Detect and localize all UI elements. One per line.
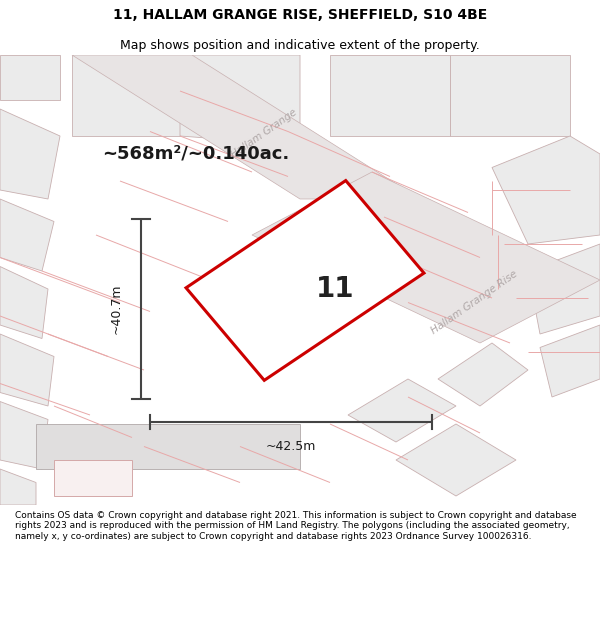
- Polygon shape: [0, 109, 60, 199]
- Polygon shape: [252, 172, 600, 343]
- Polygon shape: [72, 55, 180, 136]
- Polygon shape: [492, 136, 600, 244]
- Polygon shape: [438, 343, 528, 406]
- Text: ~40.7m: ~40.7m: [110, 284, 123, 334]
- Polygon shape: [540, 325, 600, 397]
- Polygon shape: [0, 199, 54, 271]
- Polygon shape: [186, 181, 424, 381]
- Polygon shape: [348, 379, 456, 442]
- Polygon shape: [396, 424, 516, 496]
- Polygon shape: [528, 244, 600, 334]
- Text: Map shows position and indicative extent of the property.: Map shows position and indicative extent…: [120, 39, 480, 51]
- Text: ~42.5m: ~42.5m: [266, 440, 316, 452]
- Polygon shape: [180, 55, 300, 145]
- Polygon shape: [72, 55, 420, 199]
- Text: Contains OS data © Crown copyright and database right 2021. This information is : Contains OS data © Crown copyright and d…: [15, 511, 577, 541]
- Polygon shape: [0, 401, 48, 469]
- Polygon shape: [36, 424, 300, 469]
- Text: 11: 11: [316, 276, 354, 304]
- Text: 11, HALLAM GRANGE RISE, SHEFFIELD, S10 4BE: 11, HALLAM GRANGE RISE, SHEFFIELD, S10 4…: [113, 8, 487, 22]
- Text: Hallam Grange Rise: Hallam Grange Rise: [429, 269, 519, 336]
- Polygon shape: [54, 460, 132, 496]
- Polygon shape: [450, 55, 570, 136]
- Polygon shape: [0, 334, 54, 406]
- Polygon shape: [0, 55, 60, 100]
- Polygon shape: [0, 266, 48, 339]
- Polygon shape: [330, 55, 450, 136]
- Text: Hallam Grange: Hallam Grange: [229, 107, 299, 160]
- Text: ~568m²/~0.140ac.: ~568m²/~0.140ac.: [102, 145, 289, 163]
- Polygon shape: [0, 469, 36, 505]
